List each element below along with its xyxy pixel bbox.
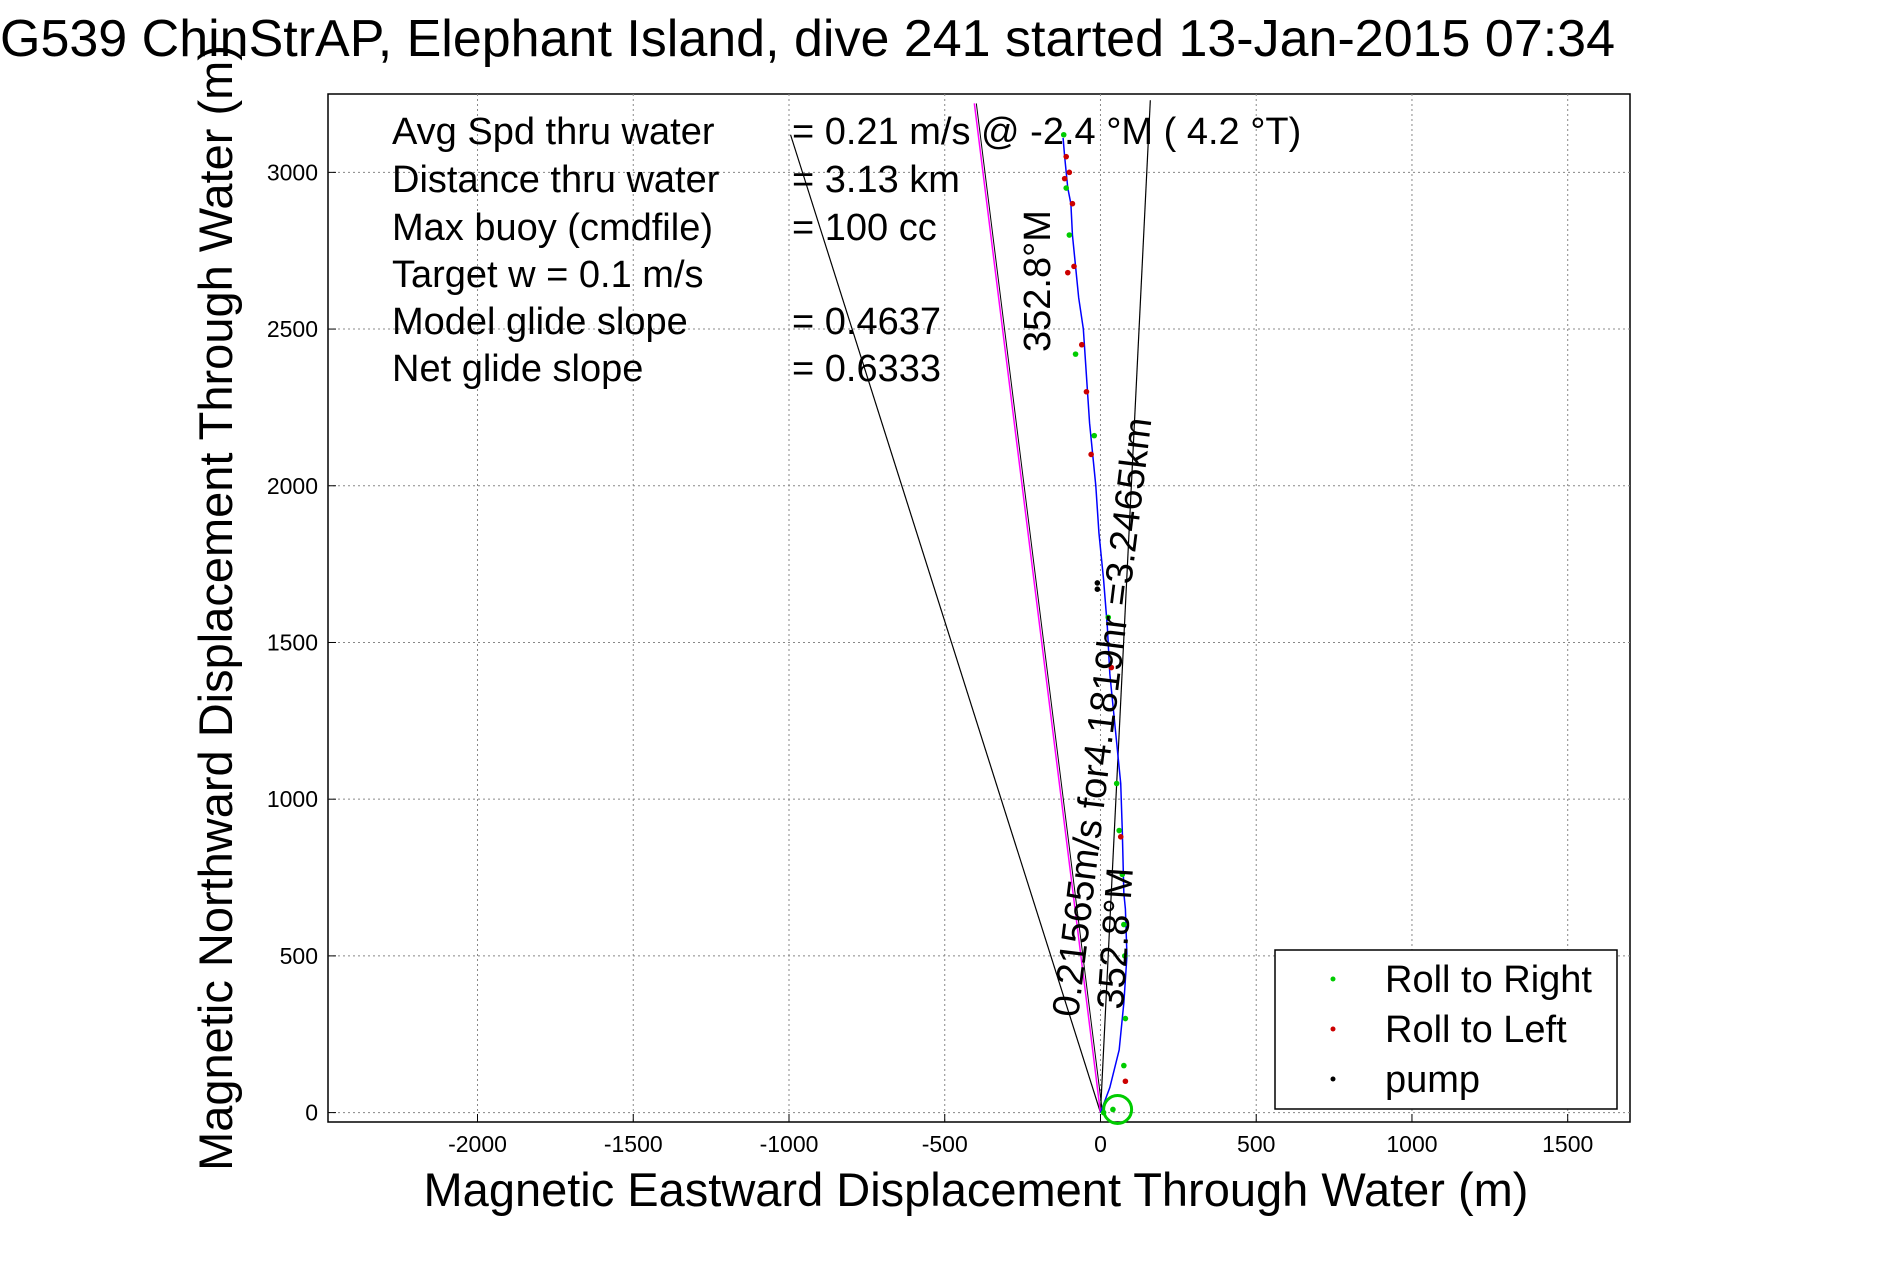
roll-to-left-point [1066, 169, 1073, 176]
roll-to-right-point [1122, 1015, 1129, 1022]
stat-model-glide-label: Model glide slope [392, 301, 688, 343]
stats-block: Avg Spd thru water = 0.21 m/s @ -2.4 °M … [392, 111, 1301, 390]
x-tick-label: 0 [1094, 1131, 1107, 1157]
roll-to-right-point [1066, 232, 1073, 238]
y-tick-label: 1000 [267, 786, 318, 812]
legend-label-roll-right: Roll to Right [1385, 959, 1592, 1001]
stat-net-glide-value: = 0.6333 [792, 348, 941, 390]
roll-to-left-point [1061, 175, 1068, 182]
roll-to-right-point [1121, 921, 1127, 928]
roll-to-left-point [1078, 341, 1085, 348]
annotation-heading-top: 352.8°M [1017, 210, 1059, 352]
heading-line-shadow [975, 103, 1103, 1113]
roll-to-left-point [1071, 263, 1077, 270]
stat-target-w-label: Target w = 0.1 m/s [392, 254, 704, 296]
reference-lines [789, 100, 1151, 1113]
y-tick-label: 2000 [267, 473, 318, 499]
guide-line [1099, 100, 1151, 1113]
roll-to-right-point [1072, 351, 1079, 357]
roll-to-right-point [1063, 185, 1070, 191]
x-tick-label: -2000 [448, 1131, 507, 1157]
y-axis-label: Magnetic Northward Displacement Through … [189, 45, 242, 1171]
roll-to-right-point [1105, 614, 1112, 621]
legend-label-pump: pump [1385, 1059, 1480, 1101]
roll-to-right-point [1100, 1109, 1107, 1116]
start-loop [1102, 1093, 1134, 1125]
legend-marker-pump [1330, 1076, 1336, 1082]
roll-to-left-point [1117, 833, 1124, 840]
axis-ticks: -2000 -1500 -1000 -500 0 500 1000 1500 0 500 1000 1… [267, 159, 1593, 1157]
roll-to-left-point [1063, 153, 1070, 160]
x-tick-label: 1000 [1386, 1131, 1437, 1157]
annotation-heading-bottom: 352.8°M [1090, 866, 1142, 1011]
x-tick-label: -500 [922, 1131, 968, 1157]
y-tick-label: 2500 [267, 316, 318, 342]
legend-marker-roll-right [1330, 976, 1336, 982]
stat-avg-speed-value: = 0.21 m/s @ -2.4 °M ( 4.2 °T) [792, 111, 1301, 153]
x-tick-label: 1500 [1542, 1131, 1593, 1157]
stat-distance-label: Distance thru water [392, 159, 720, 201]
series [1060, 131, 1134, 1125]
heading-line [973, 103, 1102, 1113]
x-axis-label: Magnetic Eastward Displacement Through W… [424, 1163, 1529, 1216]
roll-to-right-point [1121, 953, 1128, 959]
stat-distance-value: = 3.13 km [792, 159, 960, 201]
roll-to-right-point [1121, 1062, 1127, 1069]
stat-avg-speed-label: Avg Spd thru water [392, 111, 715, 153]
y-tick-label: 3000 [267, 159, 318, 185]
stat-model-glide-value: = 0.4637 [792, 301, 941, 343]
guide-line [789, 134, 1102, 1113]
roll-to-left-point [1083, 388, 1090, 395]
roll-to-right-point [1119, 871, 1126, 878]
pump-point [1094, 580, 1101, 586]
roll-to-left-point [1069, 200, 1076, 207]
grid [328, 94, 1630, 1122]
roll-to-left-point [1088, 451, 1094, 458]
roll-to-right-point [1091, 432, 1098, 439]
y-tick-label: 500 [280, 943, 318, 969]
roll-to-left-point [1064, 269, 1071, 276]
roll-to-right-point [1110, 1106, 1116, 1113]
x-tick-label: -1500 [604, 1131, 663, 1157]
chart-title: G539 ChinStrAP, Elephant Island, dive 24… [0, 10, 1615, 68]
pump-point [1094, 586, 1101, 592]
y-tick-label: 0 [305, 1100, 318, 1126]
stat-net-glide-label: Net glide slope [392, 348, 643, 390]
y-tick-label: 1500 [267, 629, 318, 655]
roll-to-right-point [1060, 131, 1067, 138]
roll-to-right-point [1113, 780, 1120, 787]
roll-to-right-point [1116, 827, 1122, 834]
roll-to-left-point [1122, 1078, 1129, 1085]
stat-max-buoy-value: = 100 cc [792, 207, 937, 249]
x-tick-label: -1000 [760, 1131, 819, 1157]
x-tick-label: 500 [1237, 1131, 1275, 1157]
legend: Roll to Right Roll to Left pump [1274, 949, 1618, 1110]
legend-label-roll-left: Roll to Left [1385, 1009, 1567, 1051]
legend-marker-roll-left [1330, 1026, 1336, 1032]
roll-to-left-point [1108, 664, 1115, 671]
stat-max-buoy-label: Max buoy (cmdfile) [392, 207, 713, 249]
track-line [1062, 137, 1128, 1113]
